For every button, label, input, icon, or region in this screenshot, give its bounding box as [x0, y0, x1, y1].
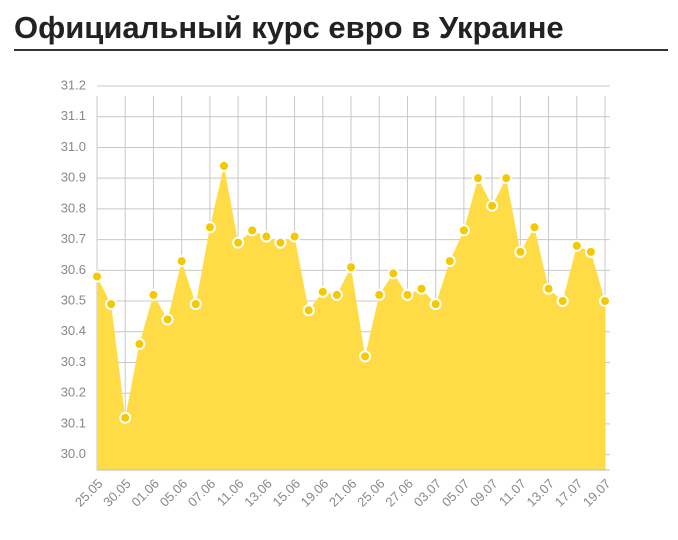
point [401, 288, 414, 301]
point [443, 255, 456, 268]
point [556, 295, 569, 308]
point [175, 255, 188, 268]
point [345, 261, 357, 274]
point [528, 221, 541, 234]
point [119, 411, 132, 424]
chart-title: Официальный курс евро в Украине [14, 10, 564, 45]
point [161, 313, 174, 326]
x-tick-label: 11.07 [496, 476, 529, 509]
point [105, 298, 118, 311]
x-tick-label: 30.05 [100, 476, 134, 510]
point [500, 172, 513, 185]
point [316, 285, 329, 298]
point [570, 239, 583, 252]
y-tick-label: 30.3 [61, 354, 86, 369]
point [274, 236, 287, 249]
x-tick-label: 19.07 [580, 476, 614, 510]
point [246, 224, 259, 237]
x-tick-label: 17.07 [552, 476, 586, 510]
x-tick-label: 13.07 [523, 476, 557, 510]
x-tick-label: 15.06 [269, 476, 303, 510]
point [429, 298, 442, 311]
point [260, 230, 273, 243]
point [542, 282, 555, 295]
y-tick-label: 31.2 [61, 77, 86, 92]
point [288, 230, 301, 243]
y-tick-label: 30.0 [61, 446, 86, 461]
y-tick-label: 30.9 [61, 170, 86, 185]
point [359, 350, 372, 363]
point [133, 338, 146, 351]
y-tick-label: 31.1 [61, 108, 86, 123]
x-tick-label: 27.06 [382, 476, 416, 510]
x-tick-label: 05.07 [439, 476, 473, 510]
x-tick-label: 09.07 [467, 476, 501, 510]
x-tick-label: 11.06 [214, 476, 247, 509]
x-tick-label: 25.05 [72, 476, 106, 510]
point [373, 288, 386, 301]
x-tick-label: 05.06 [157, 476, 191, 510]
y-tick-label: 30.4 [61, 323, 86, 338]
x-tick-label: 21.06 [326, 476, 360, 510]
point [415, 282, 428, 295]
y-tick-label: 30.7 [61, 231, 86, 246]
area [97, 165, 605, 470]
point [584, 245, 597, 258]
y-tick-label: 30.1 [61, 415, 86, 430]
x-tick-label: 19.06 [298, 476, 332, 510]
x-tick-label: 25.06 [354, 476, 388, 510]
point [218, 159, 230, 172]
point [302, 304, 315, 317]
point [147, 288, 160, 301]
point [203, 221, 216, 234]
x-tick-label: 13.06 [241, 476, 275, 510]
point [472, 172, 484, 185]
point [599, 295, 611, 308]
x-tick-label: 01.06 [128, 476, 162, 510]
point [486, 199, 499, 212]
point [91, 270, 103, 283]
x-tick-label: 07.06 [185, 476, 219, 510]
x-tick-label: 03.07 [411, 476, 445, 510]
plot [91, 159, 611, 471]
point [330, 288, 343, 301]
y-tick-label: 30.6 [61, 262, 86, 277]
point [457, 224, 470, 237]
point [232, 236, 245, 249]
y-tick-label: 31.0 [61, 139, 86, 154]
y-tick-label: 30.2 [61, 385, 86, 400]
point [514, 245, 527, 258]
point [189, 298, 202, 311]
y-tick-label: 30.5 [61, 292, 86, 307]
y-tick-label: 30.8 [61, 200, 86, 215]
point [387, 267, 400, 280]
